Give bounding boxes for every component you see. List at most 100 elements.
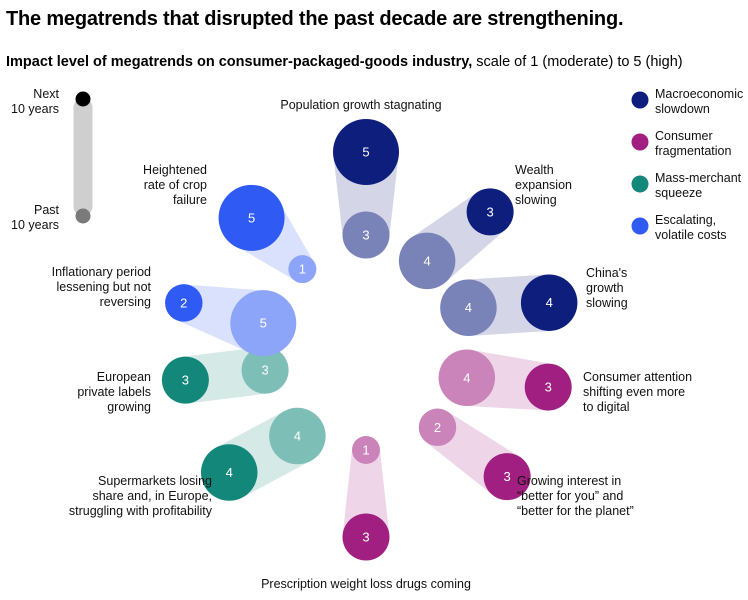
trend-label-line: growing [107,400,151,414]
bubble-next-value-3: 4 [546,295,553,310]
trend-label-line: “better for you” and [517,489,623,503]
trend-label-line: Growing interest in [517,474,621,488]
bubble-next-2 [466,188,514,236]
bubble-past-value-3: 4 [465,300,472,315]
trend-label-line: Inflationary period [52,265,151,279]
legend-label-line: volatile costs [655,228,727,242]
timeline-next-line: 10 years [11,102,59,116]
bubble-next-value-7: 4 [226,465,233,480]
timeline-past-line: Past [34,203,60,217]
legend-label-line: Macroeconomic [655,87,743,101]
trend-label-line: private labels [77,385,151,399]
trend-label-line: Consumer attention [583,370,692,384]
chart-subtitle: Impact level of megatrends on consumer-p… [6,54,683,70]
trend-label-line: reversing [100,295,151,309]
trend-label-line: Population growth stagnating [280,98,441,112]
legend-label-line: Escalating, [655,213,716,227]
bubble-next-6 [342,513,390,561]
legend-label-mass-merchant: Mass-merchant squeeze [655,171,742,200]
bubble-next-value-9: 2 [180,295,187,310]
legend: Macroeconomic slowdown Consumer fragmentati… [631,87,743,242]
trend-label-2: Wealth expansion slowing [515,163,572,207]
bubble-next-value-10: 5 [248,210,255,225]
trend-label-line: struggling with profitability [69,504,213,518]
legend-label-line: Consumer [655,129,713,143]
connector-band-6 [342,450,390,537]
legend-swatch-escalating-costs [631,217,649,235]
bubble-next-value-2: 3 [487,204,494,219]
bubble-next-8 [161,356,209,404]
trend-label-line: expansion [515,178,572,192]
trend-label-line: Supermarkets losing [98,474,212,488]
timeline-bar [73,98,93,216]
bubbles: 3 5 4 3 4 4 4 3 2 3 1 3 4 4 3 3 5 2 1 5 [161,119,578,561]
trend-labels: Population growth stagnating Wealth expans… [52,98,693,591]
trend-label-9: Inflationary period lessening but not reve… [52,265,152,309]
bubble-next-4 [524,363,572,411]
bubble-past-value-8: 3 [261,363,268,378]
bubble-past-value-7: 4 [294,429,301,444]
timeline-next-label: Next 10 years [11,87,59,116]
subtitle-rest: scale of 1 (moderate) to 5 (high) [472,54,683,70]
trend-label-7: Supermarkets losing share and, in Europe,… [69,474,213,518]
trend-label-line: slowing [515,193,557,207]
legend-label-macroeconomic: Macroeconomic slowdown [655,87,743,116]
bubble-next-value-5: 3 [504,469,511,484]
bubble-next-value-4: 3 [545,380,552,395]
chart-title: The megatrends that disrupted the past d… [6,8,624,30]
trend-label-10: Heightened rate of crop failure [143,163,207,207]
legend-swatch-consumer-fragmentation [631,133,649,151]
bubble-past-1 [342,211,390,259]
legend-swatch-macroeconomic [631,91,649,109]
bubble-past-5 [418,408,457,447]
bubble-past-value-10: 1 [299,262,306,277]
trend-label-line: European [97,370,151,384]
trend-label-6: Prescription weight loss drugs coming [261,577,471,591]
bubble-next-9 [165,284,203,322]
legend-label-line: Mass-merchant [655,171,742,185]
subtitle-bold: Impact level of megatrends on consumer-p… [6,54,473,70]
bubble-past-value-4: 4 [463,370,470,385]
bubble-past-value-6: 1 [362,443,369,458]
legend-swatch-mass-merchant [631,175,649,193]
bubble-past-2 [398,232,456,290]
bubble-past-3 [440,279,497,336]
trend-label-8: European private labels growing [77,370,151,414]
bubble-next-3 [520,274,578,331]
bubble-next-value-8: 3 [182,373,189,388]
trend-label-line: to digital [583,400,630,414]
timeline-past-label: Past 10 years [11,203,59,232]
bubble-past-value-2: 4 [424,253,431,268]
trend-label-line: Prescription weight loss drugs coming [261,577,471,591]
bubble-past-10 [288,255,317,284]
bubble-next-7 [200,444,258,501]
trend-label-line: “better for the planet” [517,504,634,518]
legend-label-consumer-fragmentation: Consumer fragmentation [655,129,731,158]
bubble-past-value-5: 2 [434,420,441,435]
trend-label-1: Population growth stagnating [280,98,441,112]
bubble-next-10 [218,184,285,251]
legend-label-escalating-costs: Escalating, volatile costs [655,213,727,242]
trend-label-line: Wealth [515,163,554,177]
trend-label-line: share and, in Europe, [92,489,212,503]
trend-label-line: Heightened [143,163,207,177]
trend-label-line: growth [586,281,624,295]
bubble-past-4 [438,349,496,407]
bubble-next-1 [333,119,399,185]
trend-label-line: shifting even more [583,385,685,399]
legend-label-line: slowdown [655,102,710,116]
timeline-next-line: Next [33,87,59,101]
bubble-past-value-9: 5 [260,316,267,331]
trend-label-line: lessening but not [56,280,151,294]
bubble-past-value-1: 3 [362,228,369,243]
trend-label-line: failure [173,193,207,207]
bubble-past-9 [230,290,297,357]
bubble-past-7 [269,407,326,465]
trend-label-line: rate of crop [144,178,207,192]
timeline-next-dot [75,91,91,107]
timeline-past-line: 10 years [11,218,59,232]
bubble-next-value-6: 3 [362,530,369,545]
bubble-next-5 [483,453,531,501]
